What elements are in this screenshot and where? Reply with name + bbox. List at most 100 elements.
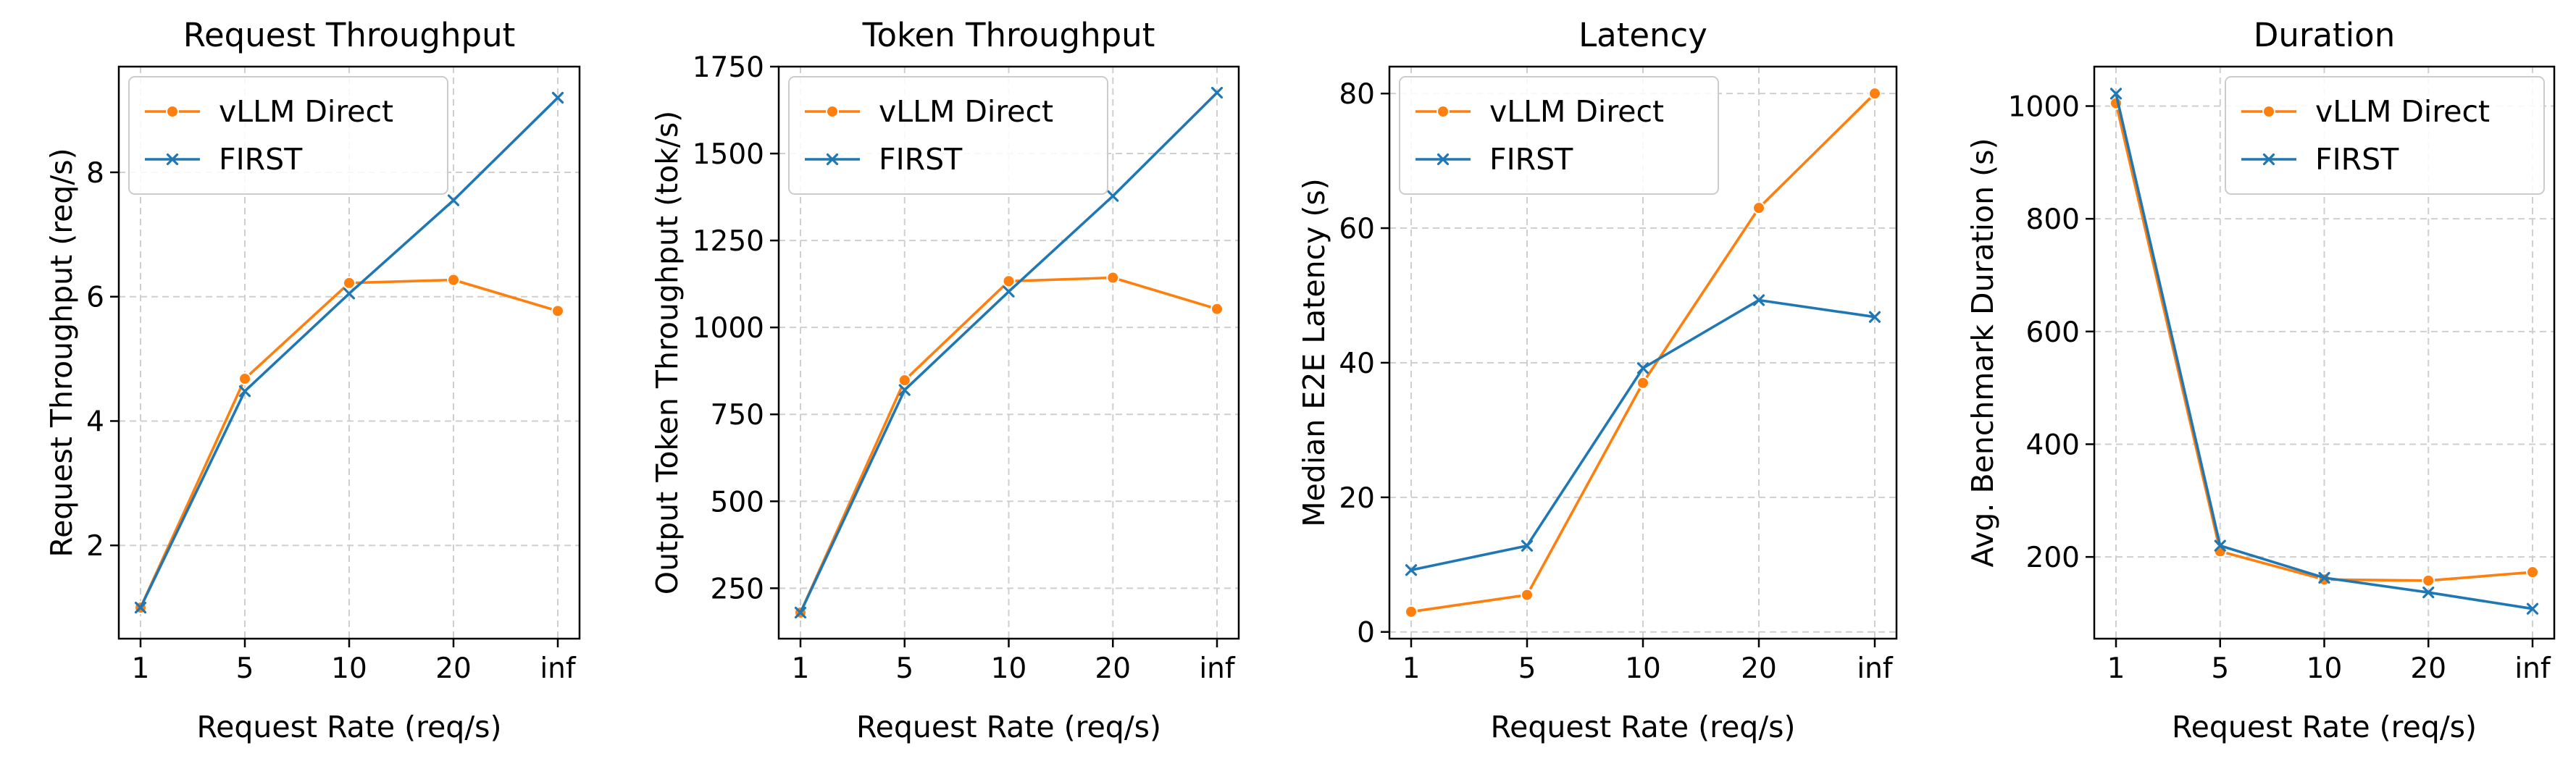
- data-point-vllm-direct: [1002, 274, 1016, 288]
- x-tick-label: 1: [1402, 652, 1421, 685]
- legend-box: [788, 76, 1108, 195]
- chart-panel-3: 1 5 10 20 inf 0 20 40 60 80 Latency Request Rate (r…: [1297, 16, 1898, 744]
- data-point-vllm-direct: [1636, 376, 1649, 390]
- data-point-first: [2318, 571, 2330, 584]
- x-tick-label: 20: [435, 652, 472, 685]
- y-tick-label: 40: [1339, 348, 1375, 380]
- data-point-vllm-direct: [1868, 87, 1881, 101]
- y-tick-label: 1750: [693, 51, 764, 84]
- x-tick-label: 20: [2410, 652, 2446, 685]
- data-point-vllm-direct: [238, 372, 251, 386]
- data-point-first: [1405, 564, 1418, 576]
- x-tick-label: 10: [2307, 652, 2343, 685]
- y-tick-label: 6: [86, 282, 104, 314]
- data-point-first: [238, 385, 251, 398]
- legend-marker-first: [166, 153, 179, 166]
- data-point-first: [551, 91, 564, 104]
- x-tick-label: 10: [991, 652, 1027, 685]
- y-tick-label: 4: [86, 405, 104, 438]
- data-point-vllm-direct: [343, 276, 356, 290]
- x-tick-label: 5: [2211, 652, 2229, 685]
- data-point-first: [1107, 190, 1119, 202]
- data-point-first: [2109, 88, 2123, 100]
- data-point-first: [1752, 294, 1765, 306]
- data-point-first: [343, 287, 356, 300]
- data-point-first: [1210, 86, 1224, 99]
- x-tick-label: 1: [132, 652, 150, 685]
- chart-panel-4: 1 5 10 20 inf 200 400 600 800 1000 Duration Request…: [1965, 16, 2556, 744]
- x-tick-label: 10: [1625, 652, 1661, 685]
- legend-box: [2225, 76, 2545, 195]
- chart-title: Token Throughput: [862, 16, 1155, 54]
- chart-title: Request Throughput: [183, 16, 515, 54]
- y-tick-label: 200: [2026, 542, 2080, 574]
- legend-label-first: FIRST: [879, 142, 963, 177]
- x-tick-label: 20: [1095, 652, 1131, 685]
- y-tick-label: 20: [1339, 482, 1375, 515]
- data-point-vllm-direct: [1521, 588, 1534, 602]
- data-point-first: [1003, 285, 1015, 298]
- data-point-vllm-direct: [1405, 605, 1418, 618]
- legend-box: [128, 76, 448, 195]
- legend-label-vllm-direct: vLLM Direct: [2315, 94, 2490, 129]
- data-point-first: [898, 384, 911, 396]
- data-point-vllm-direct: [1752, 201, 1765, 215]
- data-point-vllm-direct: [2526, 566, 2539, 579]
- legend-label-vllm-direct: vLLM Direct: [219, 94, 393, 129]
- x-tick-label: 5: [895, 652, 913, 685]
- y-tick-label: 1500: [693, 138, 764, 171]
- legend: vLLM Direct FIRST: [788, 76, 1108, 195]
- chart-panel-2: 1 5 10 20 inf 250 500 750 1000 1250 1500 1750 Token …: [650, 16, 1240, 744]
- chart-title: Latency: [1578, 16, 1707, 54]
- x-tick-label: inf: [540, 652, 577, 685]
- data-point-first: [134, 601, 147, 614]
- x-tick-label: 1: [2107, 652, 2125, 685]
- data-point-vllm-direct: [2422, 573, 2435, 587]
- y-tick-label: 800: [2026, 203, 2080, 236]
- y-tick-label: 0: [1357, 617, 1375, 650]
- data-point-vllm-direct: [1106, 271, 1120, 285]
- data-point-first: [2526, 602, 2539, 615]
- legend: vLLM Direct FIRST: [1399, 76, 1719, 195]
- y-tick-label: 1250: [693, 225, 764, 258]
- legend-marker-vllm-direct: [1437, 105, 1450, 118]
- y-axis-label: Avg. Benchmark Duration (s): [1965, 138, 2000, 567]
- y-tick-label: 80: [1339, 78, 1375, 111]
- chart-title: Duration: [2254, 16, 2395, 54]
- x-tick-label: inf: [1857, 652, 1894, 685]
- y-tick-label: 250: [711, 573, 764, 605]
- y-tick-label: 1000: [2008, 91, 2080, 123]
- legend-marker-first: [2262, 153, 2275, 166]
- legend-box: [1399, 76, 1719, 195]
- y-tick-label: 8: [86, 157, 104, 190]
- legend-label-first: FIRST: [2315, 142, 2399, 177]
- y-tick-label: 2: [86, 530, 104, 563]
- data-point-first: [447, 194, 460, 206]
- data-point-first: [2214, 539, 2226, 552]
- x-tick-label: 20: [1741, 652, 1777, 685]
- y-tick-label: 500: [711, 486, 764, 518]
- x-tick-label: inf: [1199, 652, 1236, 685]
- data-point-first: [794, 606, 807, 619]
- x-tick-label: 10: [331, 652, 367, 685]
- legend-marker-first: [1437, 153, 1450, 166]
- x-tick-label: inf: [2514, 652, 2551, 685]
- y-axis-label: Output Token Throughput (tok/s): [650, 111, 685, 594]
- y-axis-label: Request Throughput (req/s): [44, 148, 79, 557]
- x-axis-label: Request Rate (req/s): [856, 710, 1161, 744]
- data-point-vllm-direct: [898, 374, 911, 387]
- legend-label-vllm-direct: vLLM Direct: [1489, 94, 1664, 129]
- data-point-first: [1521, 539, 1534, 552]
- x-axis-label: Request Rate (req/s): [197, 710, 502, 744]
- legend-marker-vllm-direct: [826, 105, 839, 118]
- y-tick-label: 60: [1339, 213, 1375, 245]
- legend: vLLM Direct FIRST: [2225, 76, 2545, 195]
- x-tick-label: 5: [1518, 652, 1536, 685]
- y-tick-label: 400: [2026, 429, 2080, 461]
- legend-label-vllm-direct: vLLM Direct: [879, 94, 1053, 129]
- legend-marker-vllm-direct: [166, 105, 179, 118]
- data-point-first: [1868, 311, 1881, 323]
- data-point-vllm-direct: [551, 304, 564, 318]
- x-axis-label: Request Rate (req/s): [1491, 710, 1796, 744]
- x-tick-label: 1: [792, 652, 810, 685]
